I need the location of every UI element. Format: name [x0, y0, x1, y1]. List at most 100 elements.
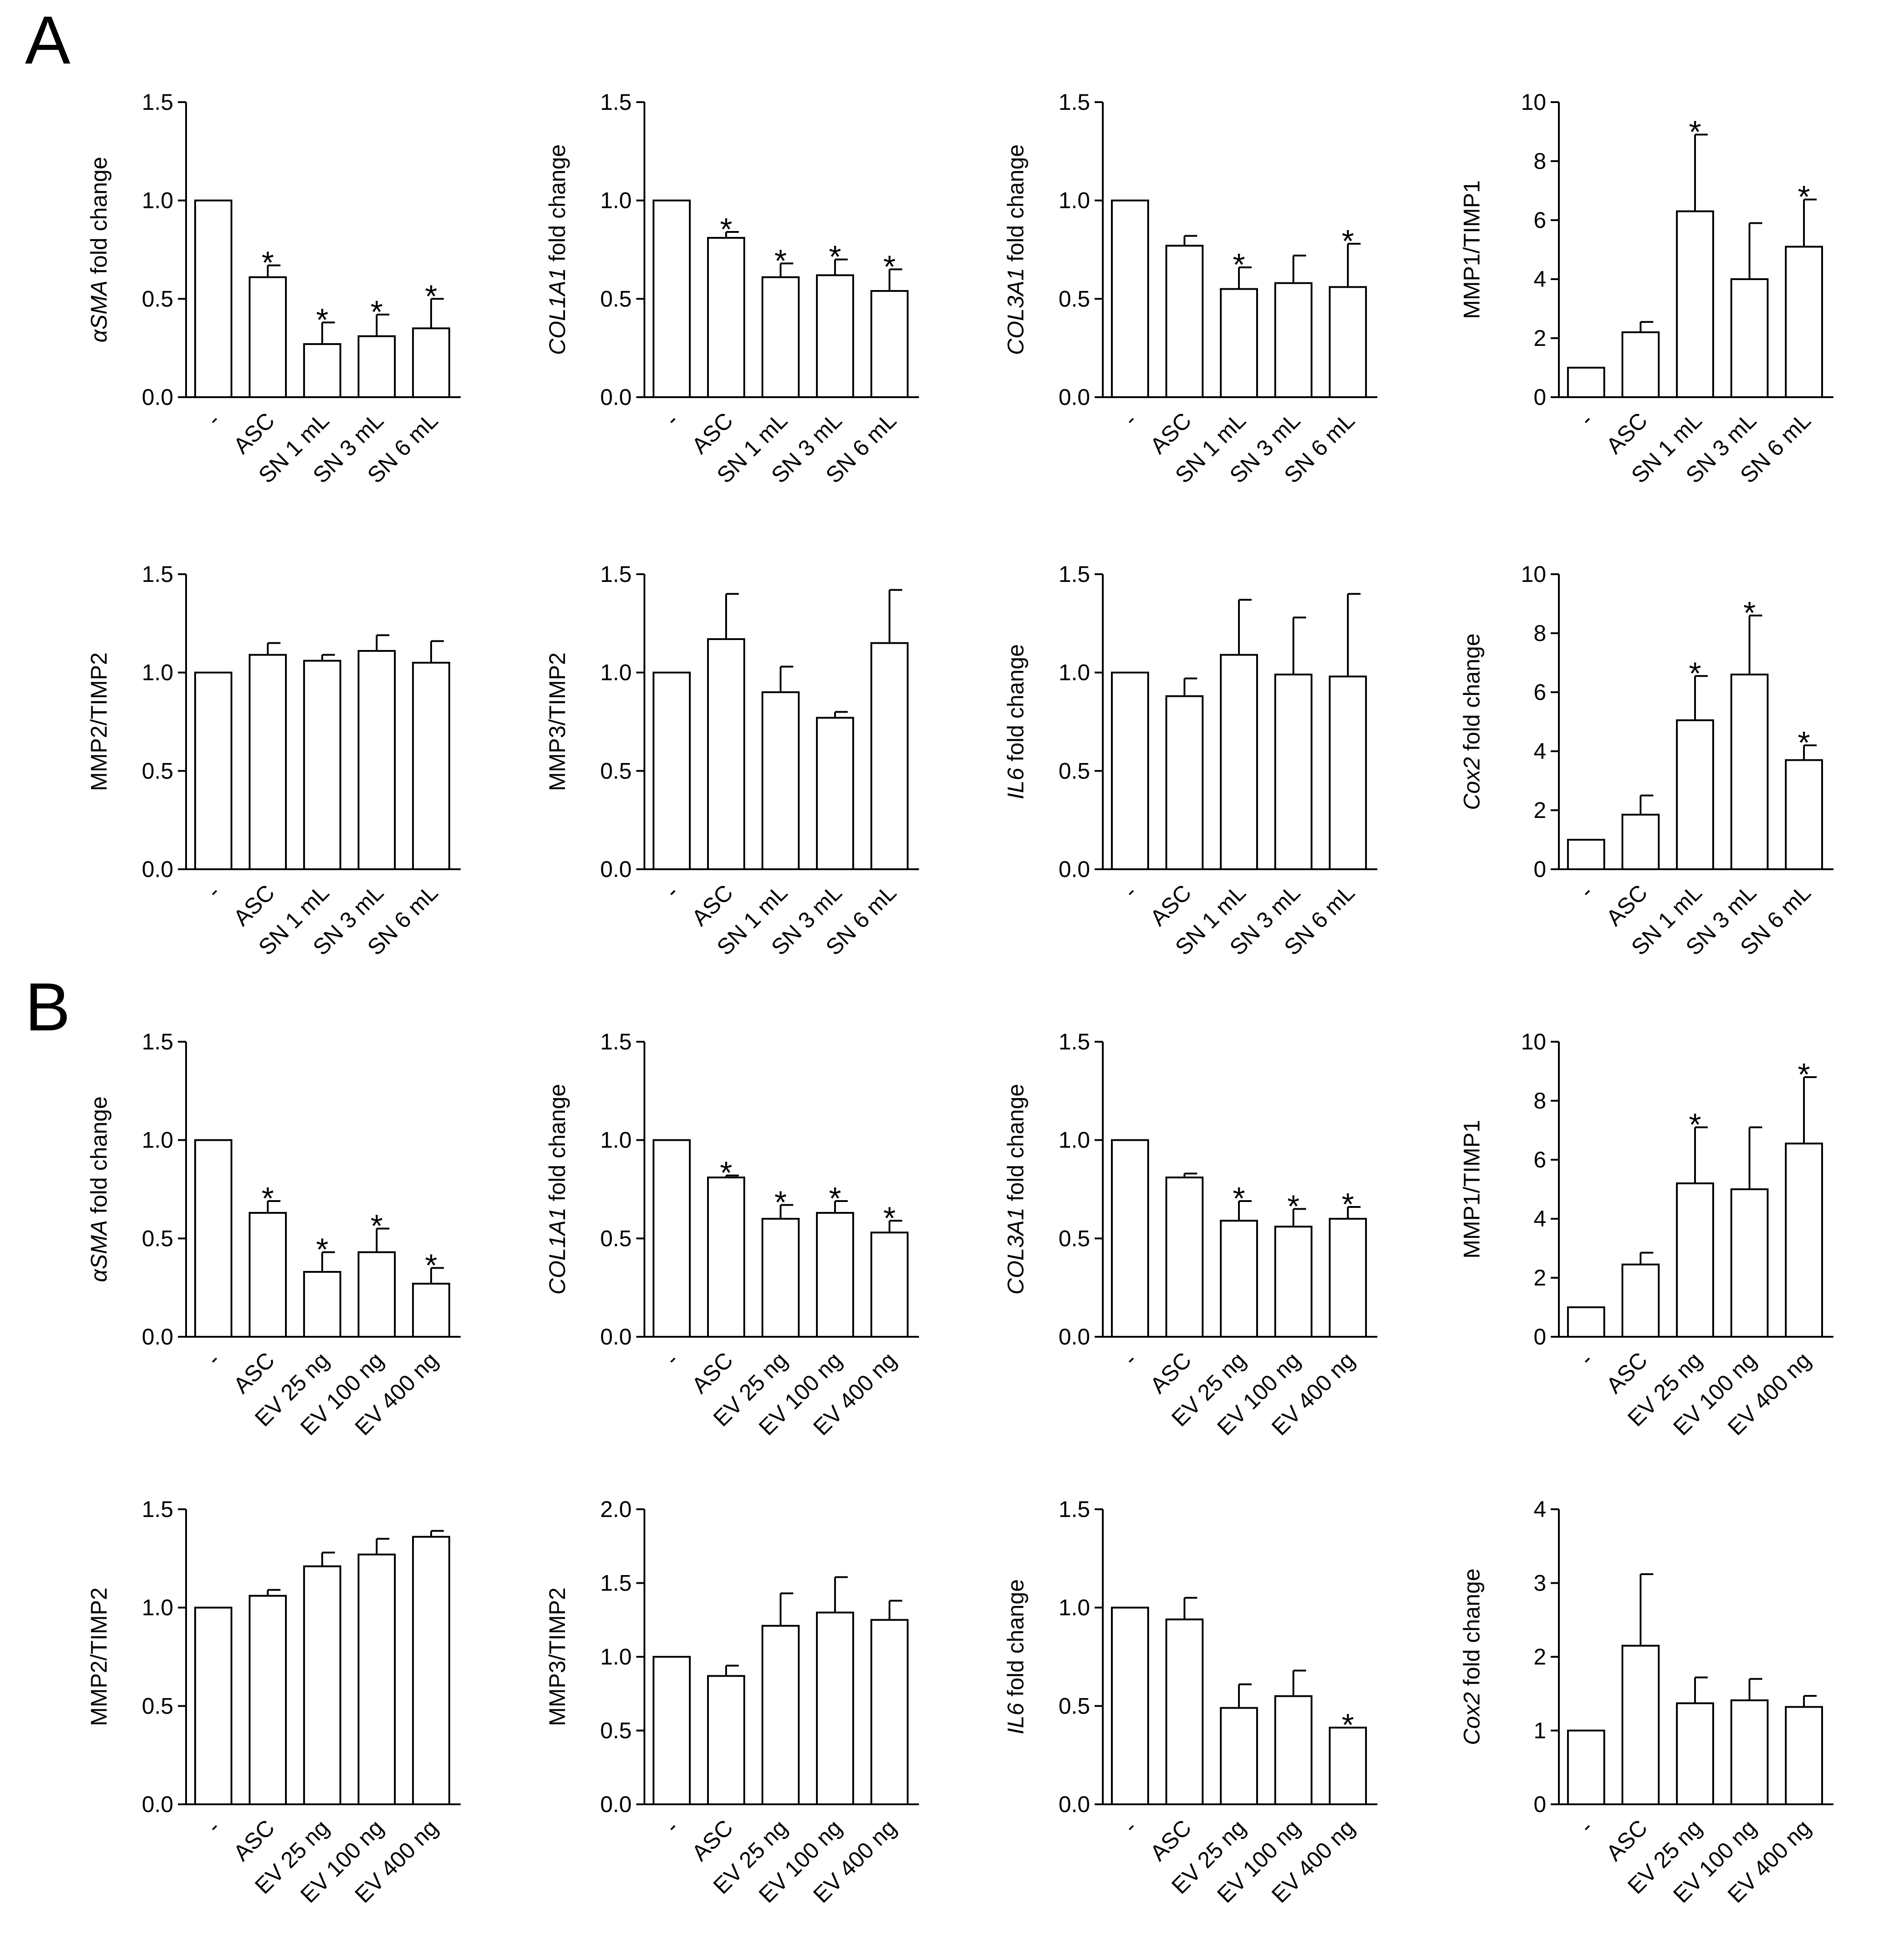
y-tick-label: 0.5 [600, 1718, 632, 1743]
bar [1622, 1645, 1660, 1805]
significance-star: * [370, 1208, 383, 1244]
significance-star: * [1341, 223, 1354, 259]
y-tick-label: 10 [1521, 89, 1546, 115]
bar [1111, 199, 1149, 398]
significance-star: * [829, 239, 841, 275]
bar [816, 717, 854, 871]
bar [1676, 719, 1714, 870]
y-tick-label: 0.0 [600, 1792, 632, 1817]
y-tick-label: 4 [1533, 739, 1546, 764]
y-tick-label: 1.0 [142, 1128, 173, 1153]
bar [1785, 1143, 1823, 1338]
bar [1111, 671, 1149, 870]
y-tick-label: 1.5 [600, 89, 632, 115]
x-tick-label: - [660, 1815, 683, 1838]
bar [1730, 1699, 1769, 1805]
y-tick-label: 1.5 [600, 1571, 632, 1596]
significance-star: * [1341, 1707, 1354, 1743]
bar [1165, 1177, 1204, 1338]
bar [358, 1553, 396, 1806]
significance-star: * [1341, 1187, 1354, 1222]
y-tick-label: 0.5 [1058, 1226, 1090, 1251]
bar [653, 1656, 691, 1805]
significance-star: * [261, 245, 274, 281]
y-tick-label: 3 [1533, 1571, 1546, 1596]
x-tick-label: - [1118, 1815, 1141, 1838]
bar [412, 327, 450, 398]
significance-star: * [370, 294, 383, 330]
x-tick-label: ASC [1145, 408, 1196, 458]
bar [1220, 1707, 1258, 1806]
y-tick-label: 1.0 [142, 660, 173, 685]
panel-label-b: B [25, 969, 70, 1045]
bar [707, 1675, 745, 1805]
panel-label-a: A [25, 2, 70, 78]
x-tick-label: - [201, 1815, 225, 1838]
x-tick-label: ASC [687, 408, 737, 458]
y-tick-label: 2.0 [600, 1497, 632, 1522]
y-tick-label: 2 [1533, 1644, 1546, 1669]
y-tick-label: 0.5 [1058, 1693, 1090, 1719]
bar [870, 1231, 909, 1338]
y-tick-label: 0.0 [142, 384, 173, 410]
y-tick-label: 0.0 [600, 1324, 632, 1349]
bar [1676, 1182, 1714, 1338]
y-tick-label: 0.0 [1058, 1324, 1090, 1349]
y-axis-title: Cox2 fold change [1459, 633, 1484, 810]
significance-star: * [316, 1232, 328, 1267]
bar [762, 691, 800, 870]
y-axis-title: MMP2/TIMP2 [86, 1587, 112, 1726]
significance-star: * [1233, 247, 1245, 282]
bar [1785, 1706, 1823, 1805]
y-tick-label: 0 [1533, 1324, 1546, 1349]
y-axis-title: MMP1/TIMP1 [1459, 1120, 1484, 1259]
y-tick-label: 0.5 [600, 286, 632, 311]
y-axis-title: MMP2/TIMP2 [86, 652, 112, 791]
x-tick-label: - [1118, 1347, 1141, 1370]
y-axis-title: αSMA fold change [86, 157, 112, 342]
bar [816, 274, 854, 398]
y-tick-label: 1.0 [600, 188, 632, 213]
bar [762, 1625, 800, 1805]
bar [1785, 759, 1823, 870]
significance-star: * [316, 302, 328, 337]
bar [194, 1139, 232, 1338]
y-tick-label: 1.5 [1058, 1029, 1090, 1054]
bar [870, 1619, 909, 1805]
y-tick-label: 0.5 [600, 1226, 632, 1251]
bar [303, 1271, 341, 1338]
bar [358, 1251, 396, 1338]
significance-star: * [829, 1181, 841, 1216]
y-tick-label: 0 [1533, 857, 1546, 882]
y-tick-label: 1.0 [142, 1595, 173, 1620]
y-tick-label: 8 [1533, 148, 1546, 174]
y-tick-label: 0.0 [142, 857, 173, 882]
bar [249, 276, 287, 399]
x-tick-label: ASC [1145, 880, 1196, 931]
y-tick-label: 0.0 [1058, 857, 1090, 882]
y-axis-title: IL6 fold change [1003, 1579, 1028, 1734]
y-tick-label: 1.5 [1058, 1497, 1090, 1522]
bar [194, 1606, 232, 1806]
y-axis-title: COL3A1 fold change [1003, 144, 1028, 355]
bar [870, 290, 909, 398]
y-tick-label: 4 [1533, 266, 1546, 292]
bar [1274, 1695, 1312, 1806]
x-tick-label: - [660, 1347, 683, 1370]
significance-star: * [1287, 1188, 1299, 1224]
x-tick-label: - [201, 1347, 225, 1370]
significance-star: * [1798, 1057, 1810, 1092]
bar [249, 654, 287, 870]
x-tick-label: - [201, 880, 225, 903]
bar [653, 199, 691, 398]
bar [1274, 282, 1312, 399]
bar [707, 638, 745, 870]
x-tick-label: ASC [1601, 1815, 1652, 1866]
bar [1165, 245, 1204, 398]
